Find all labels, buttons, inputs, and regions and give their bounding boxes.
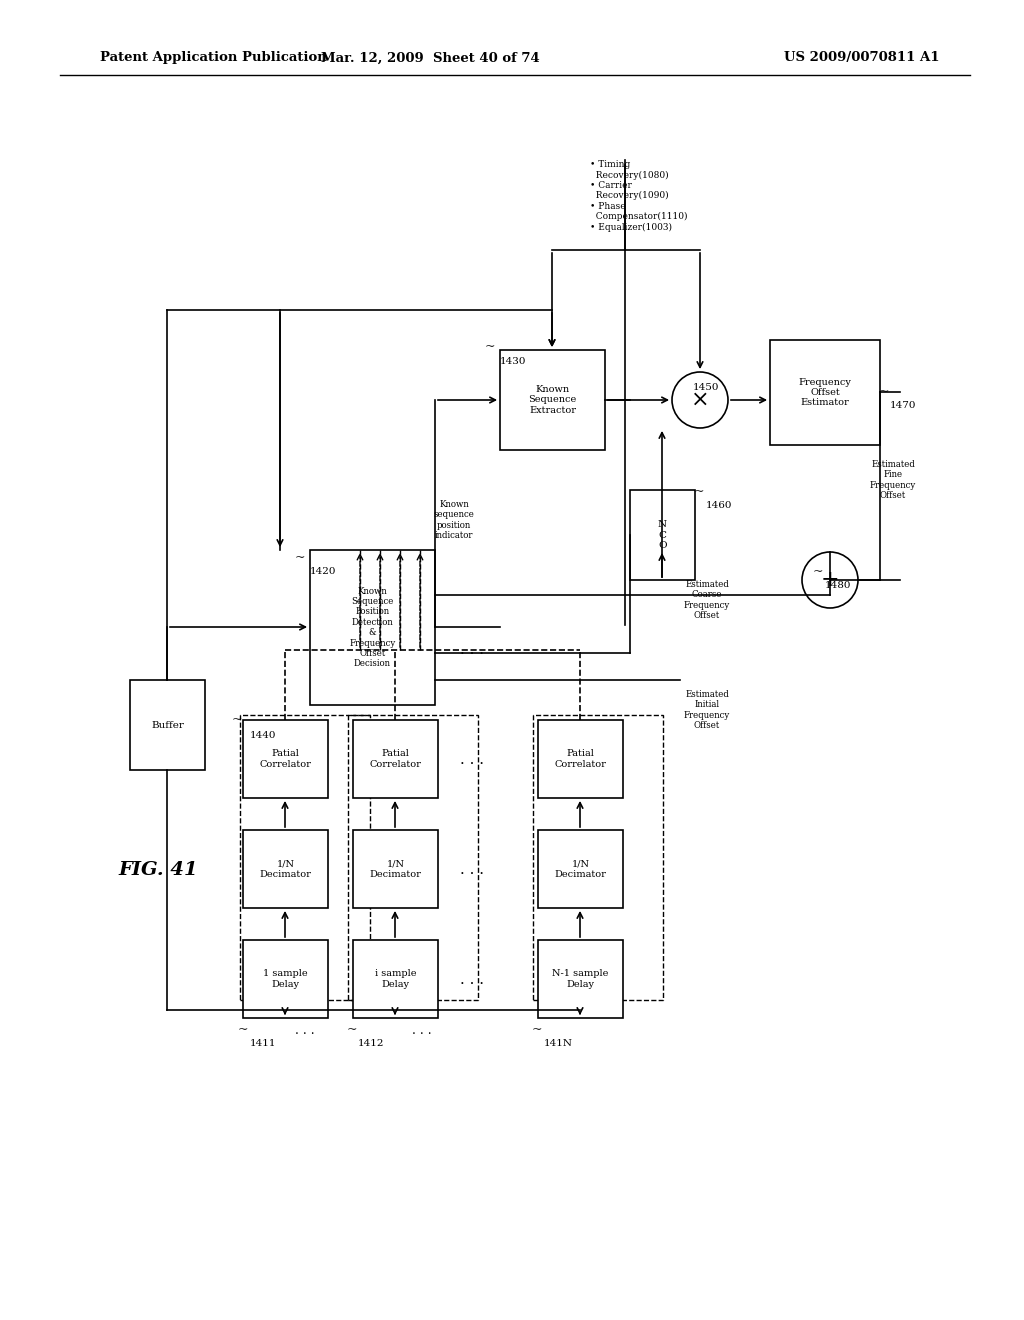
Text: Patial
Correlator: Patial Correlator <box>370 750 422 768</box>
Text: ~: ~ <box>531 1023 543 1036</box>
Text: . . .: . . . <box>413 1023 432 1036</box>
Text: Patial
Correlator: Patial Correlator <box>259 750 311 768</box>
Text: +: + <box>820 569 840 591</box>
Text: Estimated
Fine
Frequency
Offset: Estimated Fine Frequency Offset <box>870 459 916 500</box>
Bar <box>240 715 370 1001</box>
Text: N-1 sample
Delay: N-1 sample Delay <box>552 969 608 989</box>
Bar <box>630 490 695 579</box>
Circle shape <box>802 552 858 609</box>
Text: i sample
Delay: i sample Delay <box>375 969 416 989</box>
Text: 1412: 1412 <box>358 1040 384 1048</box>
Text: Buffer: Buffer <box>152 721 184 730</box>
Text: 1/N
Decimator: 1/N Decimator <box>370 859 422 879</box>
Text: 1470: 1470 <box>890 400 916 409</box>
Text: 1 sample
Delay: 1 sample Delay <box>263 969 308 989</box>
Text: Patent Application Publication: Patent Application Publication <box>100 51 327 65</box>
Text: ~: ~ <box>484 341 496 354</box>
Text: . . .: . . . <box>460 973 484 987</box>
Text: FIG. 41: FIG. 41 <box>118 861 198 879</box>
Bar <box>243 940 328 1018</box>
Bar <box>310 550 435 705</box>
Bar <box>770 341 880 445</box>
Text: Estimated
Initial
Frequency
Offset: Estimated Initial Frequency Offset <box>684 690 730 730</box>
Bar <box>243 719 328 799</box>
Circle shape <box>672 372 728 428</box>
Text: Mar. 12, 2009  Sheet 40 of 74: Mar. 12, 2009 Sheet 40 of 74 <box>321 51 540 65</box>
Text: N
C
O: N C O <box>658 520 667 550</box>
Text: ~: ~ <box>295 552 305 565</box>
Bar <box>243 830 328 908</box>
Bar <box>500 350 605 450</box>
Text: Patial
Correlator: Patial Correlator <box>555 750 606 768</box>
Text: . . .: . . . <box>460 863 484 876</box>
Bar <box>538 719 623 799</box>
Text: Known
Sequence
Position
Detection
&
Frequency
Offset
Decision: Known Sequence Position Detection & Freq… <box>349 586 395 668</box>
Bar <box>130 680 205 770</box>
Text: ~: ~ <box>693 486 705 499</box>
Text: 1/N
Decimator: 1/N Decimator <box>555 859 606 879</box>
Bar <box>534 715 663 1001</box>
Bar <box>538 830 623 908</box>
Text: 1460: 1460 <box>706 502 732 511</box>
Text: ~: ~ <box>238 1023 248 1036</box>
Text: . . .: . . . <box>460 752 484 767</box>
Text: ~: ~ <box>879 385 889 399</box>
Text: 1450: 1450 <box>693 384 720 392</box>
Text: ×: × <box>690 389 710 411</box>
Text: Known
Sequence
Extractor: Known Sequence Extractor <box>528 385 577 414</box>
Text: 1440: 1440 <box>250 730 276 739</box>
Text: . . .: . . . <box>295 1023 314 1036</box>
Text: Estimated
Coarse
Frequency
Offset: Estimated Coarse Frequency Offset <box>684 579 730 620</box>
Text: 1411: 1411 <box>250 1040 276 1048</box>
Text: 141N: 141N <box>544 1040 573 1048</box>
Text: 1430: 1430 <box>500 356 526 366</box>
Text: 1/N
Decimator: 1/N Decimator <box>259 859 311 879</box>
Text: Frequency
Offset
Estimator: Frequency Offset Estimator <box>799 378 851 408</box>
Text: ~: ~ <box>813 565 823 578</box>
Text: ~: ~ <box>231 714 243 726</box>
Text: • Timing
  Recovery(1080)
• Carrier
  Recovery(1090)
• Phase
  Compensator(1110): • Timing Recovery(1080) • Carrier Recove… <box>590 160 687 232</box>
Text: Known
sequence
position
indicator: Known sequence position indicator <box>433 500 474 540</box>
Text: . . .: . . . <box>460 643 484 657</box>
Bar <box>348 715 478 1001</box>
Text: 1480: 1480 <box>825 582 852 590</box>
Bar <box>353 940 438 1018</box>
Text: US 2009/0070811 A1: US 2009/0070811 A1 <box>784 51 940 65</box>
Bar <box>353 719 438 799</box>
Bar <box>538 940 623 1018</box>
Bar <box>353 830 438 908</box>
Text: 1420: 1420 <box>310 568 337 577</box>
Text: ~: ~ <box>347 1023 357 1036</box>
